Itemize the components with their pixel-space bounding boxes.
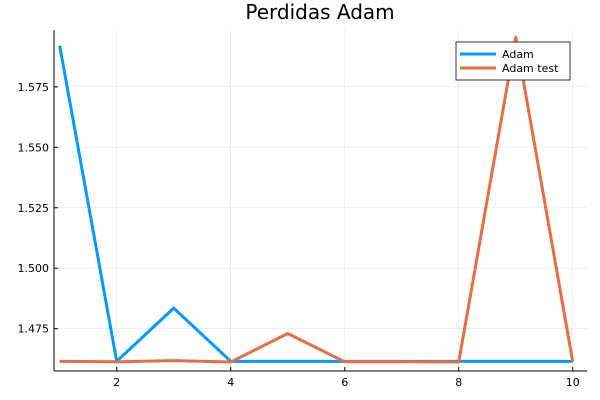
- legend-box: [455, 41, 571, 81]
- x-tick-label: 4: [227, 376, 234, 389]
- legend-label: Adam test: [502, 62, 559, 75]
- x-tick-label: 6: [341, 376, 348, 389]
- grid-layer: [54, 30, 587, 371]
- series-layer: [58, 35, 575, 364]
- y-tick-label: 1.500: [18, 262, 50, 275]
- y-tick-label: 1.550: [18, 141, 50, 154]
- x-tick-label: 8: [455, 376, 462, 389]
- y-tick-label: 1.475: [18, 323, 50, 336]
- tick-labels: 2 4 6 8 10 1.475 1.500 1.525 1.550 1.575: [18, 81, 580, 389]
- chart-title: Perdidas Adam: [245, 0, 394, 24]
- y-tick-label: 1.525: [18, 202, 50, 215]
- legend-label: Adam: [502, 48, 534, 61]
- x-tick-label: 10: [566, 376, 580, 389]
- x-tick-label: 2: [113, 376, 120, 389]
- series-line-adam: [58, 45, 573, 363]
- y-tick-label: 1.575: [18, 81, 50, 94]
- series-line-adam-test: [59, 35, 575, 364]
